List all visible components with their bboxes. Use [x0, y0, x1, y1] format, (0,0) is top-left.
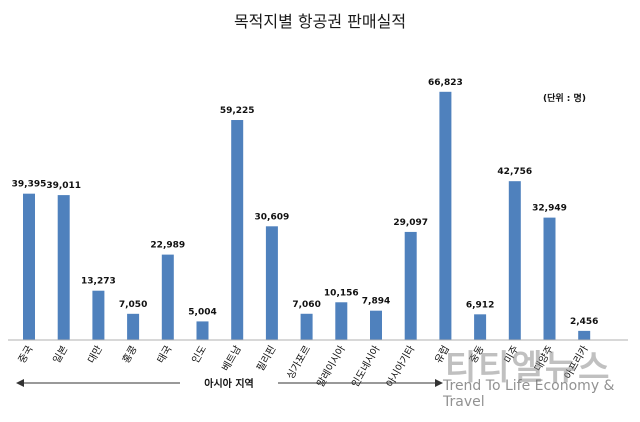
- category-label-2: 대만: [85, 344, 105, 366]
- watermark-korean: 티티엘뉴스: [445, 348, 612, 388]
- category-label-0: 중국: [16, 344, 36, 366]
- value-label-11: 29,097: [393, 218, 428, 228]
- bar-0: [23, 193, 35, 340]
- category-label-5: 인도: [190, 344, 210, 366]
- bar-7: [265, 226, 278, 340]
- unit-label: (단위 : 명): [543, 94, 586, 104]
- value-label-13: 6,912: [466, 300, 494, 310]
- bar-4: [161, 254, 174, 340]
- value-label-0: 39,395: [12, 180, 47, 190]
- chart-title: 목적지별 항공권 판매실적: [233, 12, 407, 31]
- value-label-7: 30,609: [255, 212, 290, 222]
- category-label-6: 베트남: [220, 344, 244, 374]
- category-label-11: 아시아기타: [384, 344, 417, 390]
- region-arrow: [16, 379, 443, 387]
- bar-11: [404, 231, 417, 340]
- value-label-3: 7,050: [119, 300, 147, 310]
- bar-3: [127, 313, 140, 340]
- value-label-1: 39,011: [46, 181, 81, 191]
- value-label-9: 10,156: [324, 288, 359, 298]
- bar-16: [578, 330, 591, 340]
- category-label-1: 일본: [51, 344, 71, 366]
- value-label-2: 13,273: [81, 277, 116, 287]
- bar-2: [92, 290, 105, 340]
- bar-8: [300, 313, 313, 340]
- value-label-8: 7,060: [292, 300, 320, 310]
- category-label-8: 싱가포르: [284, 344, 313, 382]
- bar-13: [474, 314, 487, 340]
- bar-9: [335, 302, 348, 340]
- value-label-16: 2,456: [570, 317, 598, 327]
- bar-6: [231, 120, 244, 341]
- bar-10: [370, 310, 382, 340]
- bar-14: [508, 181, 521, 340]
- value-label-10: 7,894: [362, 297, 390, 307]
- value-label-14: 42,756: [497, 167, 532, 177]
- bar-12: [439, 91, 452, 340]
- value-label-12: 66,823: [428, 78, 463, 88]
- value-label-5: 5,004: [188, 307, 216, 317]
- value-label-15: 32,949: [532, 204, 567, 214]
- watermark-english: Trend To Life Economy & Travel: [443, 378, 615, 410]
- category-label-4: 태국: [155, 344, 175, 366]
- category-label-10: 인도네시아: [349, 344, 382, 390]
- region-label: 아시아 지역: [204, 377, 253, 390]
- bar-5: [196, 321, 209, 340]
- bar-1: [57, 195, 70, 340]
- category-label-9: 말레이시아: [315, 344, 348, 390]
- category-label-3: 홍콩: [119, 343, 139, 365]
- bar-15: [543, 217, 556, 340]
- value-label-6: 59,225: [220, 106, 255, 116]
- value-label-4: 22,989: [150, 241, 185, 251]
- category-label-7: 필리핀: [254, 344, 278, 374]
